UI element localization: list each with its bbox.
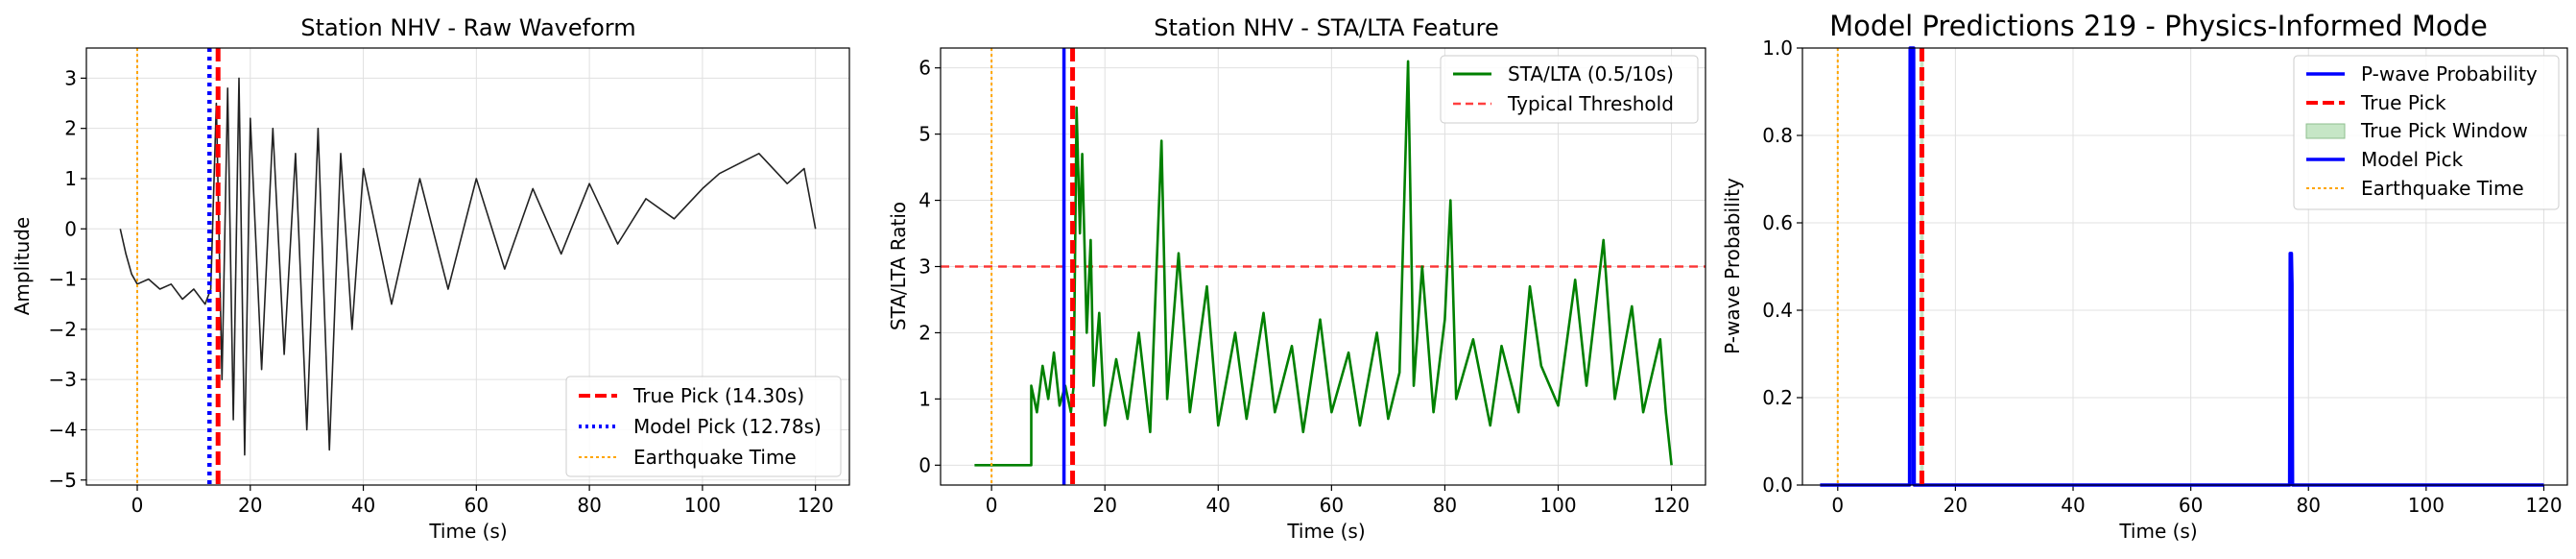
panel1-ytick-label: 2 (64, 117, 77, 140)
panel2-xtick-label: 0 (986, 494, 998, 517)
panel3-frame (1801, 47, 2568, 486)
panel2-ytick-label: 0 (918, 453, 931, 476)
panel3-xtick-label: 60 (2179, 494, 2203, 517)
panel1-ytick-label: 1 (64, 167, 77, 190)
panel2-xtick-label: 40 (1206, 494, 1230, 517)
panel2-ytick-label: 2 (918, 321, 931, 344)
panel-stalta: Station NHV - STA/LTA Feature Time (s) S… (887, 14, 1706, 543)
panel3-xtick-label: 20 (1944, 494, 1968, 517)
panel2-series-line (974, 60, 1673, 467)
panel1-ytick-label: 3 (64, 66, 77, 89)
panel3-legend-window: True Pick Window (2360, 119, 2528, 142)
panel3-xtick-label: 120 (2525, 494, 2562, 517)
panel3-xtick-label: 80 (2297, 494, 2321, 517)
panel1-legend-earthquake: Earthquake Time (633, 446, 797, 469)
panel2-xlabel: Time (s) (1286, 520, 1365, 543)
panel1-xtick-label: 0 (131, 494, 144, 517)
panel3-ytick-label: 1.0 (1762, 36, 1793, 60)
panel-raw-waveform: Station NHV - Raw Waveform Time (s) Ampl… (11, 14, 850, 543)
panel3-xlabel: Time (s) (2118, 520, 2197, 543)
panel1-xtick-label: 120 (798, 494, 834, 517)
panel3-xtick-label: 100 (2408, 494, 2445, 517)
panel3-legend-earthquake: Earthquake Time (2361, 177, 2524, 200)
panel1-legend-true-pick: True Pick (14.30s) (632, 384, 804, 407)
panel3-ticks: 0 20 40 60 80 100 120 0.0 0.2 0.4 0.6 0.8 1.0 (1762, 36, 2562, 517)
panel3-ytick-label: 0.2 (1762, 386, 1793, 409)
panel2-ytick-label: 6 (918, 57, 931, 80)
panel1-ticks: 0 20 40 60 80 100 120 −5 −4 −3 −2 −1 0 1 2 3 (49, 66, 834, 517)
panel2-title: Station NHV - STA/LTA Feature (1154, 14, 1498, 41)
panel1-ytick-label: −3 (49, 368, 77, 391)
panel1-frame (85, 47, 850, 486)
panel1-marks (119, 48, 817, 485)
panel1-xtick-label: 80 (577, 494, 601, 517)
panel2-frame (940, 47, 1706, 486)
panel3-xtick-label: 40 (2061, 494, 2085, 517)
panel1-legend-model-pick: Model Pick (12.78s) (633, 415, 822, 438)
panel2-xtick-label: 100 (1539, 494, 1576, 517)
panel1-ytick-label: −2 (49, 318, 77, 341)
panel1-xtick-label: 60 (465, 494, 489, 517)
panel1-ytick-label: −5 (49, 469, 77, 492)
panel2-xtick-label: 20 (1092, 494, 1116, 517)
panel2-legend: STA/LTA (0.5/10s) Typical Threshold (1440, 55, 1699, 124)
panel1-xtick-label: 20 (238, 494, 262, 517)
panel2-xtick-label: 120 (1653, 494, 1689, 517)
panel2-legend-threshold: Typical Threshold (1507, 92, 1674, 115)
panel1-ylabel: Amplitude (11, 217, 34, 316)
panel2-ytick-label: 3 (918, 255, 931, 279)
panel2-ytick-label: 4 (918, 189, 931, 212)
panel3-legend: P-wave Probability True Pick True Pick W… (2293, 55, 2560, 210)
panel2-legend-stalta: STA/LTA (0.5/10s) (1508, 62, 1674, 85)
panel2-legend-box (1440, 55, 1699, 124)
panel1-legend-box (565, 376, 842, 477)
panel1-waveform-line (119, 77, 817, 456)
panel1-legend: True Pick (14.30s) Model Pick (12.78s) E… (565, 376, 842, 477)
panel3-ytick-label: 0.6 (1762, 211, 1793, 234)
panel3-ytick-label: 0.8 (1762, 124, 1793, 147)
panel1-xtick-label: 100 (684, 494, 721, 517)
panel3-xtick-label: 0 (1831, 494, 1844, 517)
panel2-ticks: 0 20 40 60 80 100 120 0 1 2 3 4 5 6 (918, 57, 1689, 517)
panel3-legend-true-pick: True Pick (2360, 91, 2446, 114)
panel3-legend-box (2293, 55, 2560, 210)
panel3-title: Model Predictions 219 - Physics-Informed… (1829, 10, 2488, 42)
panel3-legend-probability: P-wave Probability (2361, 62, 2538, 85)
panel1-ytick-label: −4 (49, 418, 77, 441)
panel1-xlabel: Time (s) (428, 520, 507, 543)
panel1-title: Station NHV - Raw Waveform (300, 14, 635, 41)
panel2-xtick-label: 60 (1320, 494, 1344, 517)
panel-model-predictions: Model Predictions 219 - Physics-Informed… (1721, 10, 2568, 543)
panel1-xtick-label: 40 (351, 494, 375, 517)
panel3-ytick-label: 0.4 (1762, 299, 1793, 322)
panel1-ytick-label: −1 (49, 268, 77, 291)
panel2-ytick-label: 1 (918, 387, 931, 410)
panel2-marks (941, 48, 1705, 485)
panel3-legend-model-pick: Model Pick (2361, 148, 2464, 171)
panel3-ylabel: P-wave Probability (1721, 178, 1744, 354)
panel3-ytick-label: 0.0 (1762, 474, 1793, 497)
panel2-ytick-label: 5 (918, 123, 931, 146)
panel2-xtick-label: 80 (1433, 494, 1457, 517)
panel2-ylabel: STA/LTA Ratio (887, 202, 910, 330)
panel1-ytick-label: 0 (64, 217, 77, 240)
panel3-legend-window-swatch (2305, 123, 2346, 139)
